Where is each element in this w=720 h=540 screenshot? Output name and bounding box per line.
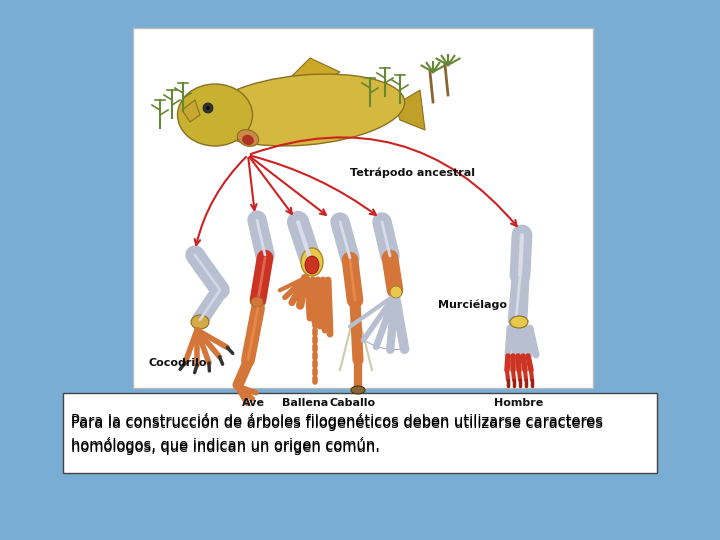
Text: Murciélago: Murciélago — [438, 300, 507, 310]
Text: Tetrápodo ancestral: Tetrápodo ancestral — [350, 168, 475, 179]
Text: Ballena: Ballena — [282, 398, 328, 408]
Text: homólogos, que indican un origen común.: homólogos, que indican un origen común. — [71, 439, 380, 455]
Text: Ave: Ave — [241, 398, 264, 408]
Text: Cocodrilo: Cocodrilo — [149, 358, 207, 368]
Polygon shape — [290, 58, 340, 85]
Polygon shape — [395, 90, 425, 130]
Ellipse shape — [178, 84, 253, 146]
Ellipse shape — [301, 248, 323, 276]
Ellipse shape — [510, 316, 528, 328]
Bar — [133, 28, 593, 388]
Ellipse shape — [191, 315, 209, 329]
Ellipse shape — [251, 297, 263, 307]
Ellipse shape — [242, 135, 254, 145]
Polygon shape — [182, 100, 200, 122]
Ellipse shape — [351, 386, 365, 394]
Bar — [63, 393, 657, 473]
Text: homólogos, que indican un origen común.: homólogos, que indican un origen común. — [71, 437, 380, 453]
Text: Hombre: Hombre — [495, 398, 544, 408]
Ellipse shape — [205, 74, 405, 146]
Text: Para la construcción de árboles filogenéticos deben utilizarse caracteres: Para la construcción de árboles filogené… — [71, 415, 603, 431]
Ellipse shape — [206, 106, 210, 110]
Ellipse shape — [203, 103, 213, 113]
Text: Caballo: Caballo — [330, 398, 376, 408]
Ellipse shape — [238, 130, 258, 146]
Ellipse shape — [390, 286, 402, 298]
Text: Para la construcción de árboles filogenéticos deben utilizarse caracteres: Para la construcción de árboles filogené… — [71, 413, 603, 429]
Ellipse shape — [305, 256, 319, 274]
